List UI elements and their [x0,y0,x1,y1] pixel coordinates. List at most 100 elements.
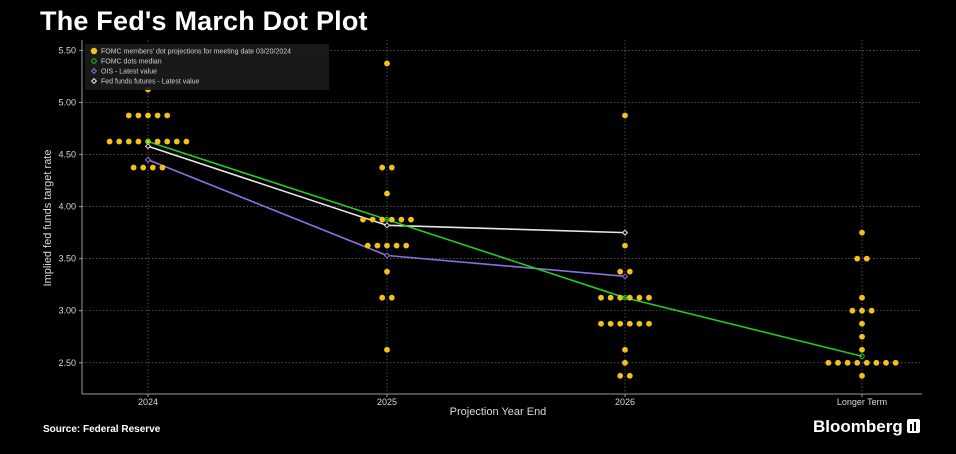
dot-projections [106,60,899,379]
projection-dot [388,294,395,301]
x-tick-label: 2025 [377,397,397,407]
projection-dot [636,294,643,301]
projection-dot [626,268,633,275]
legend-label: OIS - Latest value [101,69,157,76]
projection-dot [125,112,132,119]
legend-futures-icon [90,77,98,85]
projection-dot [384,346,390,353]
projection-dot [825,359,832,366]
median-line [147,140,863,358]
projection-dot [622,359,628,366]
futures-marker [621,229,629,236]
projection-dot [398,216,405,223]
projection-dot [617,268,624,275]
projection-dot [408,216,414,223]
gridlines [82,40,922,394]
axes [79,40,922,397]
y-tick-label: 3.00 [58,306,76,316]
y-tick-label: 4.50 [58,150,76,160]
series-lines [147,140,863,358]
projection-dot [183,138,190,145]
projection-dot [173,138,180,145]
projection-dot [854,359,861,366]
legend-box [85,44,329,90]
projection-dot [607,294,614,301]
projection-dot [598,320,604,327]
projection-dot [149,164,156,171]
chart-title: The Fed's March Dot Plot [40,6,368,36]
y-tick-label: 4.00 [58,202,76,212]
ois-marker [621,273,629,280]
x-tick-label: Longer Term [837,397,887,407]
projection-dot [622,346,628,353]
projection-dot [646,320,652,327]
bloomberg-terminal-icon [906,419,920,433]
projection-dot [384,268,390,275]
x-axis-label: Projection Year End [450,406,547,418]
projection-dot [164,138,171,145]
projection-dot [617,320,624,327]
projection-dot [393,242,400,249]
futures-marker [383,222,391,229]
ois-marker [383,252,391,259]
projection-dot [863,255,870,262]
projection-dot [159,164,166,171]
projection-dot [360,216,366,223]
legend-median-icon [91,58,97,64]
projection-dot [859,333,865,340]
projection-dot [626,372,633,379]
futures-marker [144,143,152,150]
projection-dot [835,359,841,366]
projection-dot [854,255,861,262]
projection-dot [135,112,142,119]
projection-dot [116,138,123,145]
y-tick-labels: 5.50 5.00 4.50 4.00 3.50 3.00 2.50 [58,45,76,367]
projection-dot [598,294,604,301]
projection-dot [622,242,628,249]
projection-dot [403,242,410,249]
legend-label: FOMC dots median [101,59,162,66]
legend-ois-icon [90,67,98,75]
legend: FOMC members' dot projections for meetin… [85,44,329,90]
projection-dot [384,190,390,197]
median-marker [145,138,151,145]
projection-dot [892,359,899,366]
y-tick-label: 5.00 [58,97,76,107]
projection-dot [154,138,161,145]
median-marker [622,294,628,301]
x-tick-label: 2024 [138,397,158,407]
projection-dot [379,294,386,301]
projection-dot [849,307,856,314]
projection-dot [140,164,147,171]
projection-dot [636,320,643,327]
projection-dot [384,242,390,249]
projection-dot [859,346,865,353]
ois-marker [144,156,152,163]
projection-dot [859,372,865,379]
bloomberg-logo: Bloomberg [813,417,920,437]
projection-dot [374,242,381,249]
y-tick-label: 2.50 [58,358,76,368]
projection-dot [859,294,865,301]
projection-dot [145,112,151,119]
projection-dot [369,216,376,223]
projection-dot [617,372,624,379]
median-marker [384,216,390,223]
legend-dot-icon [90,47,98,55]
projection-dot [388,216,395,223]
x-tick-label: 2026 [615,397,635,407]
projection-dot [379,216,386,223]
projection-dot [863,359,870,366]
median-marker [859,353,865,359]
projection-dot [626,294,633,301]
projection-dot [868,307,875,314]
projection-dot [384,60,390,67]
projection-dot [646,294,652,301]
projection-dot [626,320,633,327]
y-tick-label: 3.50 [58,254,76,264]
projection-dot [617,294,624,301]
projection-dot [135,138,142,145]
y-axis-label: Implied fed funds target rate [42,150,54,287]
y-tick-label: 5.50 [58,45,76,55]
